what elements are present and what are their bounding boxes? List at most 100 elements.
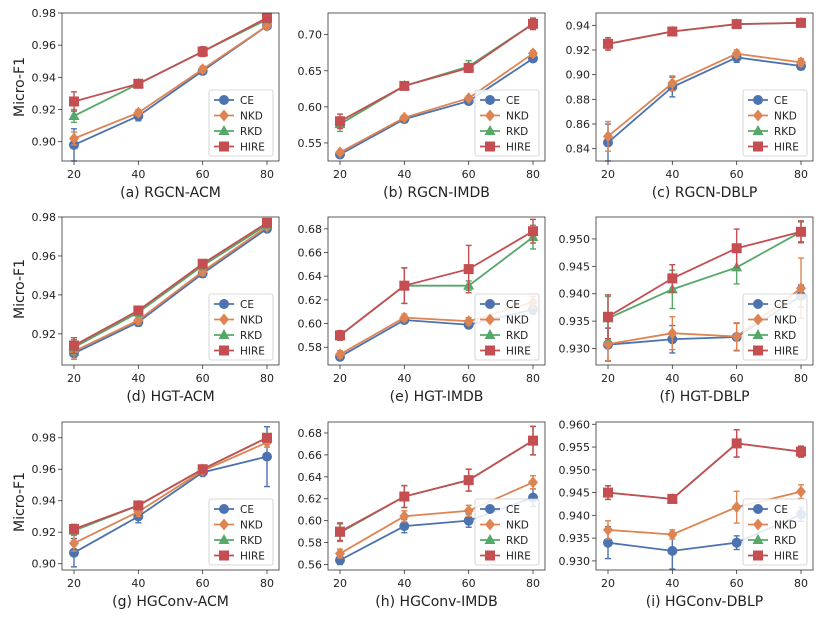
legend-label: RKD (774, 535, 796, 547)
ylabel-row-1: Micro-F1 (12, 57, 28, 117)
legend-box (742, 498, 808, 566)
x-tick-label: 60 (462, 168, 476, 181)
y-tick-label: 0.60 (298, 101, 323, 114)
axes-frame (595, 421, 814, 571)
y-tick-label: 0.96 (32, 39, 57, 52)
legend-marker (485, 95, 495, 105)
x-tick-label: 80 (526, 577, 540, 590)
legend-marker (485, 504, 495, 514)
x-tick-label: 40 (131, 168, 145, 181)
axes-frame (61, 216, 280, 366)
legend-box (208, 498, 274, 566)
x-tick-label: 20 (333, 577, 347, 590)
panel-7: 0.90 0.92 0.94 0.96 0.98 20 40 60 80 CE NKD RKD HIRE… (32, 421, 280, 610)
legend-marker (753, 109, 763, 122)
data-point (667, 327, 678, 340)
legend-label: NKD (240, 111, 263, 123)
legend-marker (219, 518, 229, 531)
legend-box (742, 89, 808, 157)
series-line (339, 52, 534, 154)
data-point (335, 116, 345, 127)
legend-label: CE (506, 299, 520, 311)
data-point (603, 338, 613, 351)
legend-label: HIRE (506, 346, 531, 358)
series-line (339, 481, 534, 555)
panel-3: 0.84 0.86 0.88 0.90 0.92 0.94 20 40 60 80 CE NKD RKD… (566, 12, 814, 201)
legend-marker (753, 550, 763, 561)
y-tick-label: 0.950 (559, 233, 591, 246)
panel-1: 0.90 0.92 0.94 0.96 0.98 20 40 60 80 CE NKD RKD HIRE… (32, 7, 280, 201)
legend: CE NKD RKD HIRE (208, 293, 274, 361)
x-tick-label: 40 (397, 372, 411, 385)
legend-label: HIRE (774, 551, 799, 563)
y-tick-label: 0.60 (298, 318, 323, 331)
legend-label: RKD (240, 535, 262, 547)
legend-marker (753, 299, 763, 309)
legend-marker (218, 534, 230, 544)
legend-marker (485, 141, 495, 152)
panel-caption: (h) HGConv-IMDB (375, 594, 497, 610)
data-point (262, 12, 272, 23)
legend-marker (753, 345, 763, 356)
series-line (73, 441, 268, 545)
legend-label: CE (774, 95, 788, 107)
data-point (68, 109, 80, 120)
legend-marker (753, 504, 763, 514)
data-point (731, 537, 742, 548)
data-point (667, 26, 678, 37)
data-point (667, 545, 678, 556)
data-point (197, 258, 208, 269)
data-point (667, 77, 678, 90)
axes-frame (595, 216, 814, 366)
legend-marker (218, 125, 230, 135)
legend-label: NKD (506, 520, 529, 532)
panel-caption: (a) RGCN-ACM (120, 185, 221, 201)
legend-marker (219, 550, 229, 561)
legend-label: NKD (506, 111, 529, 123)
legend: CE NKD RKD HIRE (474, 89, 540, 157)
x-tick-label: 20 (333, 168, 347, 181)
legend-label: HIRE (774, 346, 799, 358)
x-tick-label: 60 (462, 577, 476, 590)
data-point (197, 63, 208, 76)
data-point (197, 46, 208, 57)
data-point (667, 528, 678, 541)
data-point (796, 17, 806, 28)
data-point (731, 501, 742, 514)
axes-frame (61, 421, 280, 571)
legend-marker (219, 299, 229, 309)
legend-marker (753, 518, 763, 531)
series-line (339, 57, 534, 156)
data-point (528, 476, 538, 489)
x-tick-label: 40 (665, 372, 679, 385)
legend-marker (485, 313, 495, 326)
panel-caption: (d) HGT-ACM (126, 389, 214, 405)
legend-label: CE (240, 95, 254, 107)
data-point (133, 314, 144, 327)
data-point (603, 130, 613, 143)
legend-marker (219, 504, 229, 514)
y-tick-label: 0.92 (566, 44, 591, 57)
data-point (463, 475, 474, 486)
series-line (73, 17, 268, 103)
legend-label: RKD (506, 330, 528, 342)
data-point (731, 47, 742, 60)
y-tick-label: 0.65 (298, 65, 323, 78)
data-point (528, 435, 538, 446)
series-hire (69, 217, 272, 355)
legend-label: NKD (774, 111, 797, 123)
series-line (339, 439, 534, 533)
x-tick-label: 40 (397, 168, 411, 181)
series-hire (69, 432, 272, 535)
ylabel-row-2: Micro-F1 (12, 259, 28, 319)
series-line (73, 455, 268, 554)
x-tick-label: 40 (665, 168, 679, 181)
legend-marker (484, 125, 496, 135)
x-tick-label: 20 (333, 372, 347, 385)
data-point (463, 62, 474, 73)
x-tick-label: 40 (397, 577, 411, 590)
data-point (69, 340, 79, 351)
y-tick-label: 0.68 (298, 223, 323, 236)
legend: CE NKD RKD HIRE (474, 293, 540, 361)
